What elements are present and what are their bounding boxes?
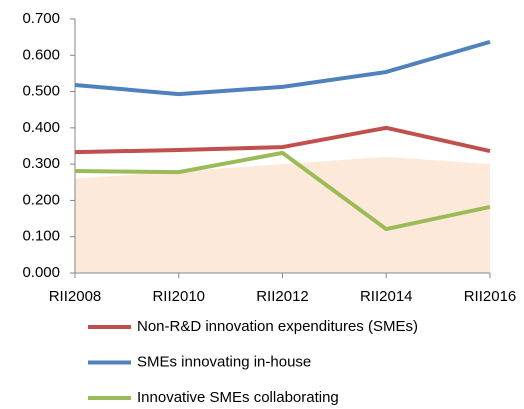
y-tick-label: 0.500 <box>22 83 60 100</box>
line <box>74 39 491 97</box>
y-tick-label: 0.000 <box>22 264 60 281</box>
y-tick-label: 0.600 <box>22 46 60 63</box>
area <box>75 156 490 273</box>
x-tick-label: RII2014 <box>360 288 413 305</box>
y-tick-label: 0.400 <box>22 119 60 136</box>
legend-label: Non-R&D innovation expenditures (SMEs) <box>137 318 418 335</box>
y-tick-label: 0.300 <box>22 155 60 172</box>
line <box>74 125 491 155</box>
y-tick-label: 0.700 <box>22 10 60 27</box>
y-tick-label: 0.200 <box>22 191 60 208</box>
x-tick-label: RII2016 <box>464 288 517 305</box>
legend-label: SMEs innovating in-house <box>137 353 311 370</box>
x-tick-label: RII2008 <box>49 288 102 305</box>
x-tick-label: RII2010 <box>152 288 205 305</box>
y-tick-label: 0.100 <box>22 228 60 245</box>
legend-label: Innovative SMEs collaborating <box>137 389 339 406</box>
x-tick-label: RII2012 <box>256 288 309 305</box>
line <box>74 150 491 232</box>
